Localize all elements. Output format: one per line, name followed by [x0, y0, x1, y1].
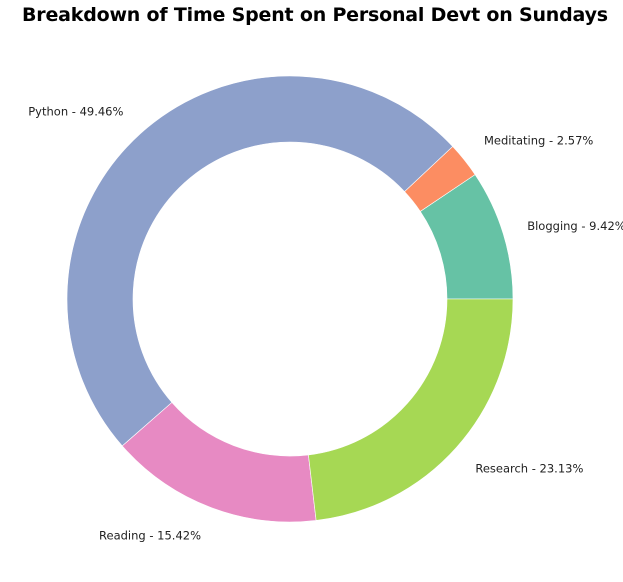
slice-group: [66, 75, 514, 523]
label-group: Blogging - 9.42% Meditating - 2.57% Python…: [28, 104, 623, 542]
label-python: Python - 49.46%: [28, 104, 123, 118]
slice-research: [308, 298, 514, 521]
label-research: Research - 23.13%: [475, 462, 583, 476]
label-meditating: Meditating - 2.57%: [484, 133, 593, 147]
slice-python: [66, 75, 454, 447]
label-reading: Reading - 15.42%: [99, 528, 201, 542]
chart-title: Breakdown of Time Spent on Personal Devt…: [22, 4, 608, 26]
label-blogging: Blogging - 9.42%: [527, 219, 623, 233]
slice-reading: [121, 402, 317, 523]
